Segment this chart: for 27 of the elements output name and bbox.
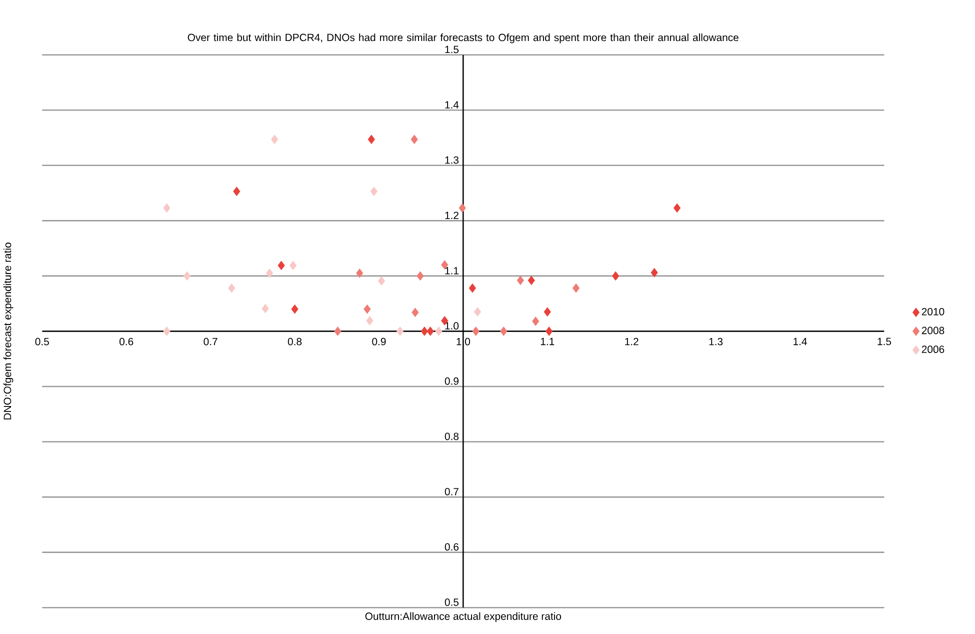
y-tick-label: 0.8 (444, 432, 459, 440)
x-tick-label: 1.2 (625, 338, 638, 346)
x-tick-label: 1.3 (709, 338, 723, 346)
chart-title: Over time but within DPCR4, DNOs had more similar forecasts to Ofgem and spent more than their annual allowance (188, 34, 738, 44)
y-tick-label: 1.2 (445, 212, 458, 220)
x-tick-label: 0.8 (288, 338, 302, 346)
y-tick-label: 0.7 (444, 488, 458, 496)
x-tick-label: 0.5 (35, 338, 49, 346)
legend-label: 2006 (922, 346, 944, 354)
x-tick-label: 0.9 (372, 338, 386, 346)
y-axis-title: DNO:Ofgem forecast expenditure ratio (3, 242, 14, 420)
legend-label: 2010 (922, 308, 944, 316)
y-tick-label: 1.0 (445, 322, 459, 330)
y-tick-label: 0.6 (444, 543, 459, 551)
y-tick-label: 0.5 (444, 598, 459, 606)
x-tick-label: 1.5 (878, 338, 892, 346)
y-tick-label: 0.9 (444, 378, 458, 386)
x-tick-label: 1.4 (794, 338, 807, 346)
y-tick-label: 1.4 (445, 102, 459, 109)
x-tick-label: 1.1 (540, 338, 554, 346)
y-tick-label: 1.1 (445, 267, 458, 274)
legend-label: 2008 (922, 327, 944, 334)
x-tick-label: 0.7 (204, 338, 218, 346)
x-tick-label: 0.6 (120, 338, 134, 346)
y-tick-label: 1.5 (445, 46, 459, 54)
y-tick-label: 1.3 (445, 156, 459, 164)
x-axis-title: Outturn:Allowance actual expenditure ratio (365, 612, 562, 622)
